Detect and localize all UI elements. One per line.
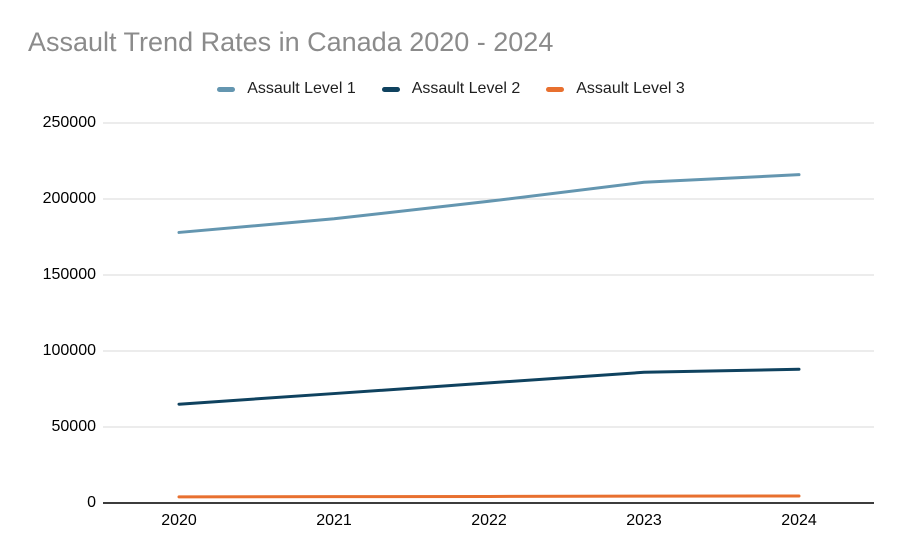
series-line-assault-level-2[interactable] (177, 367, 801, 406)
chart-title: Assault Trend Rates in Canada 2020 - 202… (28, 27, 554, 57)
legend-label: Assault Level 3 (576, 80, 685, 97)
x-axis-tick-label: 2023 (626, 512, 662, 529)
series-line-assault-level-1[interactable] (177, 173, 801, 234)
series-lines (177, 173, 801, 499)
y-axis-tick-label: 100000 (42, 342, 96, 359)
legend-swatch-icon (546, 86, 565, 92)
x-axis-tick-label: 2024 (781, 512, 817, 529)
y-axis-tick-label: 150000 (42, 266, 96, 283)
legend-item-assault-level-2[interactable]: Assault Level 2 (381, 80, 521, 98)
legend-swatch-icon (381, 86, 400, 92)
legend-item-assault-level-1[interactable]: Assault Level 1 (217, 80, 356, 98)
legend-label: Assault Level 1 (247, 80, 356, 97)
legend: Assault Level 1 Assault Level 2 Assault … (0, 78, 902, 100)
x-axis-tick-label: 2020 (161, 512, 197, 529)
x-axis-tick-label: 2021 (316, 512, 352, 529)
y-axis-tick-label: 200000 (42, 190, 96, 207)
y-axis-tick-label: 250000 (42, 114, 96, 131)
gridlines (103, 122, 874, 504)
legend-item-assault-level-3[interactable]: Assault Level 3 (546, 80, 685, 98)
legend-swatch-icon (217, 86, 236, 92)
series-line-assault-level-3[interactable] (177, 494, 801, 499)
x-axis-tick-label: 2022 (471, 512, 507, 529)
legend-label: Assault Level 2 (411, 80, 521, 97)
y-axis-tick-label: 0 (87, 494, 96, 511)
y-axis-tick-label: 50000 (51, 418, 97, 435)
